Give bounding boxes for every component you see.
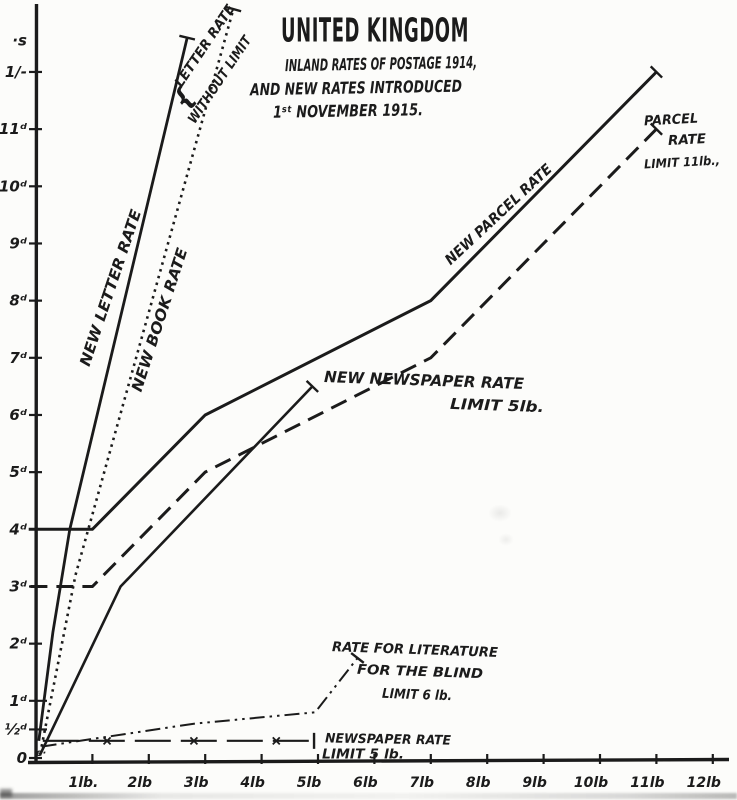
x-tick-label: 10lb xyxy=(574,775,608,791)
label-subtitle-2: AND NEW RATES INTRODUCED xyxy=(248,77,462,100)
x-tick-label: 4lb xyxy=(239,775,265,791)
y-tick-label: ·s xyxy=(12,32,27,50)
x-tick-label: 9lb xyxy=(522,775,547,791)
series-end-cap xyxy=(350,652,365,664)
x-marker xyxy=(272,736,281,745)
x-tick-label: 12lb xyxy=(687,775,721,791)
y-tick-label: ½ᵈ xyxy=(4,720,28,738)
axes xyxy=(27,3,730,765)
series-new-newspaper-rate-limit-5lb xyxy=(38,385,314,756)
label-subtitle-3: 1ˢᵗ NOVEMBER 1915. xyxy=(273,100,423,122)
y-tick-label: 10ᵈ xyxy=(0,177,28,195)
x-tick-label: 8lb xyxy=(466,775,491,791)
y-tick-label: 0 xyxy=(17,749,27,767)
label-corner-mark: e· xyxy=(36,748,47,759)
x-tick-label: 6lb xyxy=(353,775,378,791)
label-blind-rate-line-2: FOR THE BLIND xyxy=(357,662,483,682)
label-new-newspaper-limit-label: LIMIT 5lb. xyxy=(450,395,545,416)
y-tick-label: 2ᵈ xyxy=(9,635,27,653)
series-end-cap xyxy=(225,5,242,13)
series-rate-for-literature-for-the-blind-limit-6lb xyxy=(41,657,359,748)
y-tick-label: 3ᵈ xyxy=(9,577,27,595)
y-tick-label: 1ᵈ xyxy=(9,692,27,710)
y-tick-label: 6ᵈ xyxy=(9,406,27,424)
x-tick-label: 5lb xyxy=(297,775,322,791)
label-new-newspaper-rate-label: NEW NEWSPAPER RATE xyxy=(324,368,525,393)
y-tick-label: 5ᵈ xyxy=(9,463,27,481)
y-tick-label: 7ᵈ xyxy=(9,349,27,367)
series-end-cap xyxy=(179,34,196,41)
label-parcel-rate-label: RATE xyxy=(668,131,708,149)
x-tick-label: 1lb. xyxy=(68,775,98,791)
label-blind-rate-line-3: LIMIT 6 lb. xyxy=(382,686,453,704)
x-marker xyxy=(102,736,112,745)
y-tick-label: 1/- xyxy=(5,63,27,81)
label-new-parcel-rate-label: NEW PARCEL RATE xyxy=(442,161,555,268)
label-parcel-limit-label: LIMIT 11lb., xyxy=(644,153,721,172)
label-title: UNITED KINGDOM xyxy=(281,11,469,50)
series-end-cap xyxy=(305,379,319,393)
label-old-newspaper-rate-label: NEWSPAPER RATE xyxy=(325,731,451,748)
series-new-parcel-rate xyxy=(28,70,658,531)
label-subtitle-1: INLAND RATES OF POSTAGE 1914, xyxy=(285,53,477,75)
label-new-letter-rate-label: NEW LETTER RATE xyxy=(76,206,145,368)
series-end-cap xyxy=(649,122,663,136)
x-tick-label: 7lb xyxy=(410,775,435,791)
series-parcel-rate-limit-11lb-1914 xyxy=(30,128,658,588)
x-tick-label: 3lb xyxy=(184,775,209,791)
x-tick-label: 11lb xyxy=(630,775,664,791)
y-tick-label: 9ᵈ xyxy=(9,234,27,252)
x-tick-label: 2lb xyxy=(128,775,153,791)
x-marker xyxy=(189,736,199,745)
y-tick-label: 4ᵈ xyxy=(8,520,27,538)
y-tick-label: 11ᵈ xyxy=(0,120,28,138)
series-end-cap xyxy=(649,65,663,79)
label-blind-rate-line-1: RATE FOR LITERATURE xyxy=(332,639,499,661)
series-new-letter-rate xyxy=(37,37,189,741)
label-parcel-label: PARCEL xyxy=(644,111,699,130)
y-tick-label: 8ᵈ xyxy=(9,292,27,310)
series-new-book-rate-letter-rate-without-limit xyxy=(40,8,235,747)
label-new-book-rate-label: NEW BOOK RATE xyxy=(128,245,192,394)
label-old-newspaper-limit-label: LIMIT 5 lb. xyxy=(322,748,404,763)
